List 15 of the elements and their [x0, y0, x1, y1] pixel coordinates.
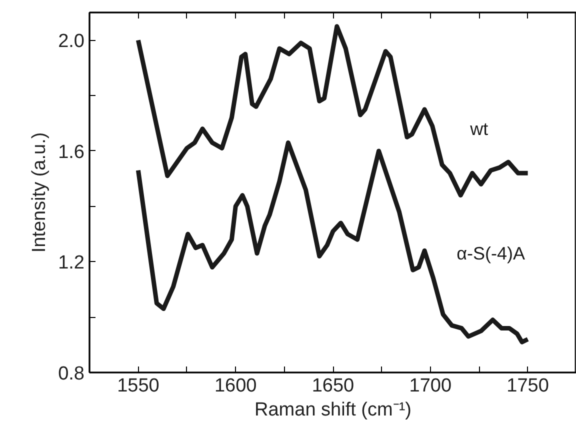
line-series [136, 24, 530, 198]
y-tick-label: 2.0 [58, 31, 85, 52]
x-tick-label: 1650 [312, 376, 354, 396]
y-axis-title: Intensity (a.u.) [29, 132, 50, 253]
x-tick-label: 1600 [214, 376, 257, 396]
series-label: α-S(-4)A [456, 243, 525, 264]
y-tick-label: 1.6 [58, 142, 85, 163]
x-axis-title: Raman shift (cm⁻¹) [254, 400, 412, 420]
x-tick-label: 1700 [409, 376, 452, 396]
series-label: wt [469, 118, 488, 139]
y-tick-label: 1.2 [58, 252, 85, 274]
y-tick-label: 0.8 [58, 364, 85, 384]
line-series [136, 140, 530, 344]
x-tick-label: 1750 [506, 376, 549, 396]
x-tick-label: 1550 [117, 376, 160, 396]
